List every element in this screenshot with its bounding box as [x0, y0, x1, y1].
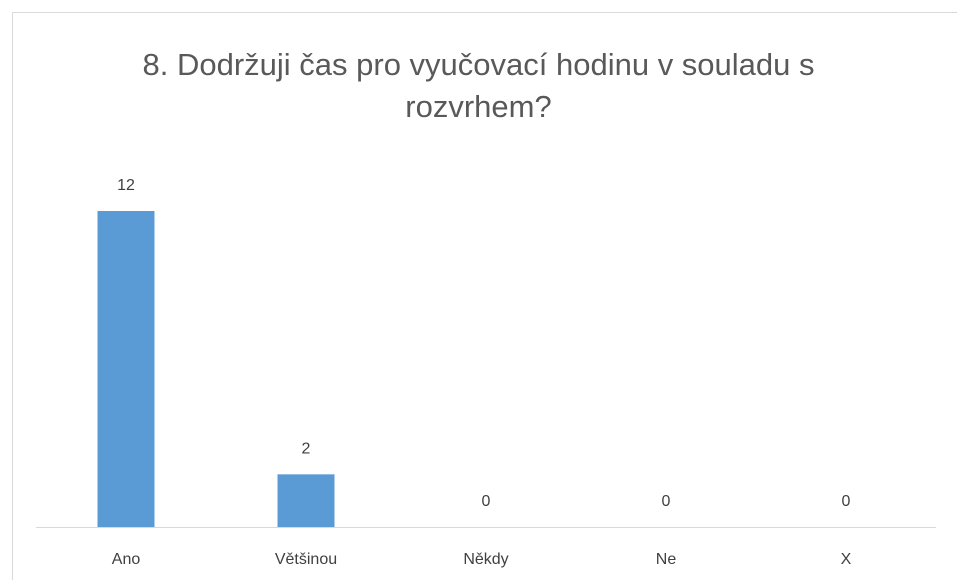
x-tick-label: Někdy: [463, 551, 508, 568]
x-tick-label: Ne: [656, 551, 677, 568]
data-label: 0: [482, 493, 491, 510]
data-label: 0: [662, 493, 671, 510]
bar: [277, 474, 335, 527]
chart-border: [12, 12, 957, 580]
chart-title: 8. Dodržuji čas pro vyučovací hodinu v s…: [142, 47, 815, 124]
bar: [97, 211, 155, 527]
x-tick-label: Většinou: [275, 551, 337, 568]
data-label: 12: [117, 177, 135, 194]
x-tick-label: Ano: [112, 551, 141, 568]
x-tick-label: X: [841, 551, 852, 568]
data-label: 2: [302, 441, 311, 458]
data-label: 0: [842, 493, 851, 510]
